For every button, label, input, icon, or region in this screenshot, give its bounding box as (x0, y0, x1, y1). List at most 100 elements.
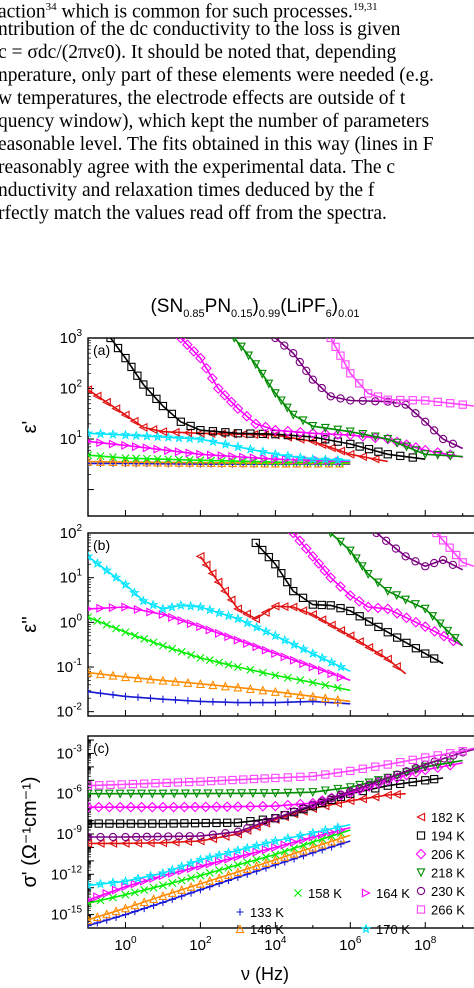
panel-1: 101 102 103 (a) ε' (19, 328, 474, 517)
data-point (168, 878, 177, 887)
data-point (186, 421, 195, 431)
data-point (261, 845, 271, 855)
data-point (95, 838, 105, 848)
data-point (279, 634, 291, 645)
fit-line-182K (88, 792, 406, 845)
data-point (158, 819, 168, 828)
data-point (145, 838, 155, 848)
data-point (223, 610, 234, 621)
data-point (383, 760, 392, 769)
data-point (336, 625, 346, 635)
data-point (370, 792, 380, 802)
legend-label: 266 K (431, 903, 465, 918)
fit-line-170K (88, 432, 351, 462)
y-tick-label: 10-15 (51, 905, 83, 924)
data-point (186, 864, 196, 874)
data-point (133, 605, 143, 615)
data-point (142, 832, 152, 841)
data-point (212, 383, 224, 394)
data-point (186, 619, 196, 629)
data-point (252, 855, 261, 864)
data-point (226, 595, 236, 605)
data-point (170, 427, 180, 437)
data-point (269, 800, 281, 812)
data-point (149, 894, 159, 904)
data-point (383, 586, 393, 596)
fit-line-266K (435, 533, 474, 568)
data-point (190, 819, 200, 828)
data-point (102, 909, 112, 919)
data-point (411, 644, 421, 653)
data-point (185, 777, 194, 787)
data-point (372, 602, 384, 614)
data-point (112, 624, 121, 633)
data-point (93, 617, 102, 625)
data-point (290, 855, 298, 863)
data-point (196, 456, 205, 465)
data-point (233, 604, 243, 614)
data-point (358, 764, 367, 773)
y-tick-label: 102 (60, 379, 83, 398)
data-point (140, 779, 149, 788)
data-point (271, 454, 281, 464)
data-point (120, 838, 130, 848)
text-line-9: nductivity and relaxation times deduced … (0, 180, 375, 201)
data-point (283, 673, 292, 682)
data-point (241, 842, 253, 853)
data-point (335, 661, 347, 672)
data-point (237, 789, 247, 799)
data-point (336, 790, 346, 799)
data-point (243, 824, 252, 833)
data-point (170, 676, 180, 686)
data-point (120, 429, 131, 440)
data-point (187, 650, 196, 659)
data-point (307, 647, 319, 659)
data-point (270, 601, 280, 611)
data-point (232, 801, 244, 812)
data-point (245, 443, 256, 454)
data-point (345, 796, 355, 806)
data-point (445, 451, 455, 461)
data-point (319, 565, 331, 576)
data-point (318, 830, 328, 840)
data-point (168, 644, 177, 653)
data-point (146, 694, 155, 702)
data-point (121, 692, 130, 700)
data-point (302, 366, 311, 375)
data-point (320, 824, 331, 835)
data-point (108, 453, 117, 462)
fit-line-146K (88, 460, 351, 465)
data-point (401, 595, 411, 605)
data-point (382, 536, 391, 545)
data-point (203, 789, 213, 799)
data-point (370, 432, 380, 442)
data-point (421, 649, 430, 658)
data-point (148, 819, 157, 828)
data-point (120, 875, 131, 886)
data-point (249, 453, 259, 463)
data-point (219, 389, 231, 401)
data-point (220, 681, 230, 691)
data-point (336, 394, 345, 403)
data-point (450, 634, 460, 644)
data-point (270, 448, 281, 459)
legend-marker (235, 924, 245, 934)
data-point (204, 851, 216, 863)
title-sub: 0.85 (183, 308, 204, 320)
data-point (296, 676, 305, 685)
data-point (164, 445, 174, 455)
data-point (142, 454, 151, 463)
data-point (173, 432, 185, 443)
data-point (183, 677, 193, 687)
data-point (401, 400, 410, 409)
x-tick-label: 102 (189, 935, 212, 954)
title-part: (SN (150, 296, 183, 317)
data-point (420, 604, 430, 614)
data-point (101, 397, 111, 407)
y-axis-label: ε'' (19, 616, 41, 633)
data-point (232, 844, 244, 855)
data-point (107, 428, 119, 440)
data-point (96, 689, 105, 697)
data-point (139, 897, 149, 907)
data-point (326, 443, 336, 453)
